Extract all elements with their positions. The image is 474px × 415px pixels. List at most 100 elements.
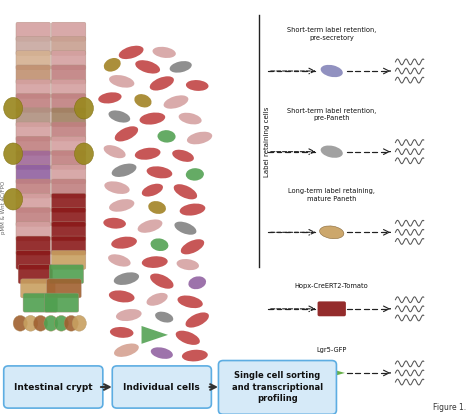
FancyBboxPatch shape [16, 37, 50, 56]
Ellipse shape [108, 254, 131, 266]
Ellipse shape [170, 61, 192, 73]
Text: pMM & Wnt 4C/FPO: pMM & Wnt 4C/FPO [1, 181, 6, 234]
Ellipse shape [4, 188, 23, 210]
Ellipse shape [119, 46, 144, 59]
Ellipse shape [185, 312, 209, 327]
FancyBboxPatch shape [51, 236, 86, 255]
Ellipse shape [150, 76, 174, 90]
FancyBboxPatch shape [51, 136, 86, 155]
Ellipse shape [74, 98, 93, 119]
Ellipse shape [34, 315, 47, 331]
Ellipse shape [151, 347, 173, 359]
Ellipse shape [109, 290, 135, 303]
Ellipse shape [74, 143, 93, 164]
Text: Short-term label retention,
pre-secretory: Short-term label retention, pre-secretor… [287, 27, 376, 41]
FancyBboxPatch shape [4, 366, 103, 408]
Ellipse shape [110, 327, 134, 338]
FancyBboxPatch shape [51, 65, 86, 84]
Ellipse shape [148, 201, 166, 214]
FancyBboxPatch shape [112, 366, 211, 408]
Text: Hopx-CreERT2-Tomato: Hopx-CreERT2-Tomato [295, 283, 369, 289]
Ellipse shape [320, 146, 343, 158]
Ellipse shape [116, 309, 142, 321]
FancyBboxPatch shape [44, 293, 79, 312]
Text: Short-term label retention,
pre-Paneth: Short-term label retention, pre-Paneth [287, 107, 376, 121]
Ellipse shape [139, 112, 165, 124]
Ellipse shape [135, 60, 160, 73]
Ellipse shape [177, 295, 203, 308]
FancyBboxPatch shape [23, 293, 57, 312]
FancyBboxPatch shape [16, 151, 50, 170]
Ellipse shape [187, 132, 212, 144]
FancyBboxPatch shape [51, 193, 86, 212]
Text: Long-term label retaining,
mature Paneth: Long-term label retaining, mature Paneth [288, 188, 375, 202]
Ellipse shape [114, 344, 139, 357]
Text: Figure 1.: Figure 1. [433, 403, 466, 412]
Ellipse shape [112, 164, 137, 177]
Text: Label retaining cells: Label retaining cells [264, 106, 270, 176]
Ellipse shape [150, 273, 173, 289]
FancyBboxPatch shape [16, 108, 50, 127]
Ellipse shape [72, 315, 86, 331]
FancyBboxPatch shape [51, 250, 86, 269]
FancyBboxPatch shape [51, 79, 86, 98]
Ellipse shape [146, 293, 168, 306]
FancyBboxPatch shape [51, 222, 86, 241]
Ellipse shape [4, 98, 23, 119]
FancyBboxPatch shape [16, 208, 50, 227]
Ellipse shape [111, 237, 137, 249]
FancyBboxPatch shape [16, 165, 50, 184]
FancyBboxPatch shape [16, 22, 50, 41]
FancyBboxPatch shape [16, 51, 50, 70]
FancyBboxPatch shape [16, 222, 50, 241]
FancyBboxPatch shape [16, 236, 50, 255]
FancyBboxPatch shape [16, 65, 50, 84]
Ellipse shape [180, 203, 205, 216]
FancyBboxPatch shape [16, 79, 50, 98]
Ellipse shape [153, 47, 176, 58]
Ellipse shape [186, 80, 209, 91]
FancyBboxPatch shape [21, 279, 55, 298]
FancyBboxPatch shape [219, 361, 337, 414]
FancyBboxPatch shape [318, 301, 346, 316]
Ellipse shape [98, 92, 121, 103]
FancyBboxPatch shape [51, 208, 86, 227]
FancyBboxPatch shape [51, 51, 86, 70]
Text: ℰ: ℰ [225, 372, 250, 414]
Ellipse shape [177, 259, 199, 270]
Ellipse shape [172, 150, 194, 162]
FancyBboxPatch shape [16, 122, 50, 141]
FancyBboxPatch shape [51, 151, 86, 170]
Ellipse shape [182, 350, 208, 361]
Ellipse shape [13, 315, 27, 331]
Polygon shape [142, 326, 168, 344]
Ellipse shape [134, 94, 152, 107]
Text: Individual cells: Individual cells [123, 383, 200, 391]
Ellipse shape [115, 126, 138, 142]
Ellipse shape [109, 75, 134, 88]
Ellipse shape [179, 113, 201, 124]
Ellipse shape [174, 222, 196, 235]
FancyBboxPatch shape [16, 136, 50, 155]
FancyBboxPatch shape [51, 122, 86, 141]
Ellipse shape [104, 58, 121, 72]
Ellipse shape [181, 239, 204, 254]
Ellipse shape [104, 145, 126, 158]
FancyBboxPatch shape [16, 250, 50, 269]
Ellipse shape [173, 184, 197, 199]
Ellipse shape [54, 315, 68, 331]
FancyBboxPatch shape [51, 179, 86, 198]
FancyBboxPatch shape [47, 279, 81, 298]
Ellipse shape [114, 272, 139, 285]
FancyBboxPatch shape [51, 108, 86, 127]
Ellipse shape [176, 331, 200, 345]
FancyBboxPatch shape [18, 265, 53, 283]
FancyBboxPatch shape [51, 37, 86, 56]
FancyBboxPatch shape [49, 265, 83, 283]
Ellipse shape [157, 130, 175, 143]
Ellipse shape [44, 315, 58, 331]
Ellipse shape [146, 166, 172, 178]
Ellipse shape [137, 220, 163, 233]
Ellipse shape [64, 315, 78, 331]
Polygon shape [319, 366, 345, 381]
